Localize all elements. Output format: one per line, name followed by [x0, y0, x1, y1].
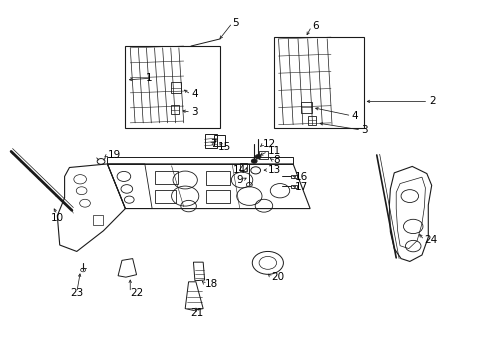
- Text: 24: 24: [424, 235, 437, 245]
- Text: 19: 19: [107, 150, 121, 160]
- Text: 13: 13: [267, 165, 281, 175]
- Text: 14: 14: [233, 165, 246, 175]
- Text: 3: 3: [191, 107, 197, 117]
- Text: 16: 16: [294, 172, 307, 182]
- Bar: [259, 152, 267, 159]
- Bar: [93, 215, 103, 225]
- Bar: [301, 102, 311, 113]
- Text: 2: 2: [428, 96, 435, 107]
- Text: 10: 10: [51, 212, 64, 222]
- Bar: [290, 175, 296, 178]
- Text: 9: 9: [236, 175, 243, 185]
- Bar: [154, 190, 176, 203]
- Bar: [290, 185, 296, 188]
- Text: 4: 4: [351, 111, 357, 121]
- Bar: [205, 190, 229, 203]
- Text: 4: 4: [191, 89, 197, 99]
- Text: 11: 11: [267, 147, 281, 157]
- Bar: [170, 82, 181, 93]
- Text: 21: 21: [190, 308, 203, 318]
- Bar: [170, 105, 179, 114]
- Text: 15: 15: [217, 142, 230, 152]
- Bar: [205, 171, 229, 185]
- Circle shape: [251, 159, 257, 163]
- Bar: [239, 163, 246, 171]
- Text: 1: 1: [145, 73, 152, 83]
- Bar: [307, 116, 316, 125]
- Bar: [204, 134, 216, 148]
- Text: 22: 22: [130, 288, 143, 297]
- Circle shape: [255, 155, 261, 159]
- Text: 6: 6: [312, 21, 319, 31]
- Text: 20: 20: [271, 272, 284, 282]
- Text: 8: 8: [273, 156, 280, 165]
- Text: 18: 18: [204, 279, 218, 289]
- Bar: [154, 171, 178, 184]
- Text: 17: 17: [294, 182, 307, 192]
- Text: 3: 3: [361, 125, 367, 135]
- Text: 12: 12: [263, 139, 276, 149]
- Text: 23: 23: [70, 288, 83, 297]
- Text: 7: 7: [210, 139, 217, 149]
- Text: 5: 5: [232, 18, 239, 28]
- Bar: [214, 135, 224, 146]
